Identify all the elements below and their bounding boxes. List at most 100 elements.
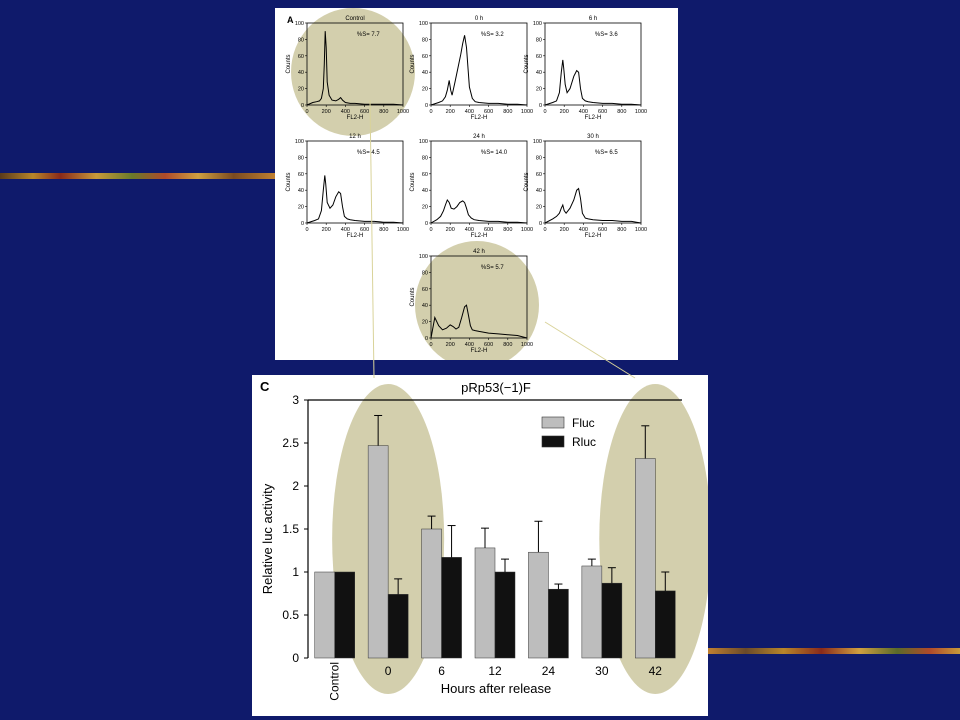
x-tick-label: 800	[379, 227, 388, 233]
x-tick-label: 400	[465, 342, 474, 348]
x-tick-label: 800	[617, 227, 626, 233]
y-tick-label: 40	[536, 188, 542, 194]
x-tick-label: 0	[429, 109, 432, 115]
y-tick-label: 60	[422, 172, 428, 178]
histogram-title: 42 h	[473, 249, 485, 255]
histogram-y-label: Counts	[410, 54, 416, 73]
y-tick-label: 100	[533, 21, 542, 27]
y-tick-label: 20	[422, 205, 428, 211]
bar-fluc-6	[421, 528, 442, 659]
y-tick-label: 40	[422, 188, 428, 194]
x-tick-label: 600	[598, 227, 607, 233]
bar-chart-panel: C pRp53(−1)F 0 0.5 1 1.5 2 2.5 3 Control 0 6 12 24 3…	[252, 375, 708, 716]
bar-rluc-30	[601, 582, 623, 659]
x-tick-label: 30	[595, 664, 609, 678]
y-tick-label: 100	[419, 139, 428, 145]
x-tick-label: 600	[484, 109, 493, 115]
x-tick-label: 400	[579, 109, 588, 115]
histogram-curve	[306, 31, 404, 106]
y-tick-label: 20	[536, 205, 542, 211]
histogram-frame	[430, 140, 528, 224]
x-tick-label: 600	[484, 342, 493, 348]
percent-s-label: %S= 7.7	[357, 32, 381, 38]
x-tick-label: 400	[579, 227, 588, 233]
bar-fluc-24	[528, 551, 549, 659]
x-tick-label: 600	[360, 227, 369, 233]
highlight-ellipse	[415, 241, 539, 360]
y-tick-label: 0	[301, 103, 304, 109]
x-tick-label: 400	[465, 109, 474, 115]
legend-label-fluc: Fluc	[572, 416, 595, 430]
y-tick-label: 40	[298, 188, 304, 194]
bar-fluc-12	[474, 547, 496, 659]
bar-rluc-6	[441, 557, 462, 659]
histogram-frame	[306, 140, 404, 224]
x-tick-label: 1000	[635, 109, 647, 115]
percent-s-label: %S= 3.6	[595, 32, 619, 38]
bar-rluc-12	[494, 571, 516, 659]
histogram-x-label: FL2-H	[471, 233, 488, 239]
y-tick-label: 0	[301, 221, 304, 227]
x-tick-label: 200	[560, 109, 569, 115]
y-tick-label: 60	[422, 287, 428, 293]
bar-fluc-30	[581, 565, 603, 659]
x-tick-label: 200	[446, 109, 455, 115]
y-tick-label: 0	[539, 221, 542, 227]
y-tick-label: 20	[422, 87, 428, 93]
y-axis-label: Relative luc activity	[260, 483, 275, 594]
x-tick-label: 800	[503, 227, 512, 233]
panel-label-c: C	[260, 379, 270, 394]
histogram-y-label: Counts	[524, 172, 530, 191]
chart-title: pRp53(−1)F	[461, 380, 531, 395]
y-tick-label: 20	[422, 320, 428, 326]
histogram-curve	[430, 35, 528, 106]
histogram-x-label: FL2-H	[585, 233, 602, 239]
y-tick-label: 20	[298, 205, 304, 211]
histogram-x-label: FL2-H	[347, 115, 364, 121]
histogram-frame	[430, 22, 528, 106]
x-tick-label: 42	[649, 664, 663, 678]
x-tick-label: 0	[429, 342, 432, 348]
bar-rluc-42	[655, 590, 676, 659]
x-tick-label: Control	[328, 662, 342, 701]
y-tick-label: 40	[536, 70, 542, 76]
y-tick-label: 0	[425, 221, 428, 227]
y-tick-label: 80	[536, 37, 542, 43]
y-tick-label: 1	[292, 565, 299, 579]
x-tick-label: 200	[560, 227, 569, 233]
y-tick-label: 60	[422, 54, 428, 60]
histogram-y-label: Counts	[524, 54, 530, 73]
x-tick-label: 200	[446, 342, 455, 348]
x-tick-label: 400	[341, 227, 350, 233]
x-tick-label: 0	[429, 227, 432, 233]
x-tick-label: 1000	[397, 227, 409, 233]
x-tick-label: 800	[503, 109, 512, 115]
y-tick-label: 0.5	[282, 608, 299, 622]
x-tick-label: 0	[305, 227, 308, 233]
histogram-x-label: FL2-H	[347, 233, 364, 239]
x-tick-label: 0	[385, 664, 392, 678]
x-tick-label: 200	[322, 227, 331, 233]
histogram-y-label: Counts	[286, 54, 292, 73]
y-tick-label: 40	[298, 70, 304, 76]
x-tick-label: 6	[438, 664, 445, 678]
y-tick-label: 80	[298, 37, 304, 43]
y-tick-label: 80	[422, 270, 428, 276]
percent-s-label: %S= 4.5	[357, 150, 381, 156]
y-tick-label: 100	[295, 139, 304, 145]
histogram-title: 24 h	[473, 134, 485, 140]
y-tick-label: 100	[533, 139, 542, 145]
histogram-x-label: FL2-H	[471, 115, 488, 121]
bar-rluc-Control	[334, 571, 355, 659]
histogram-curve	[430, 198, 528, 224]
histogram-x-label: FL2-H	[585, 115, 602, 121]
x-tick-label: 1000	[635, 227, 647, 233]
histogram-y-label: Counts	[286, 172, 292, 191]
x-tick-label: 0	[305, 109, 308, 115]
y-tick-label: 80	[422, 155, 428, 161]
histogram-y-label: Counts	[410, 287, 416, 306]
y-tick-label: 60	[536, 54, 542, 60]
y-tick-label: 20	[298, 87, 304, 93]
